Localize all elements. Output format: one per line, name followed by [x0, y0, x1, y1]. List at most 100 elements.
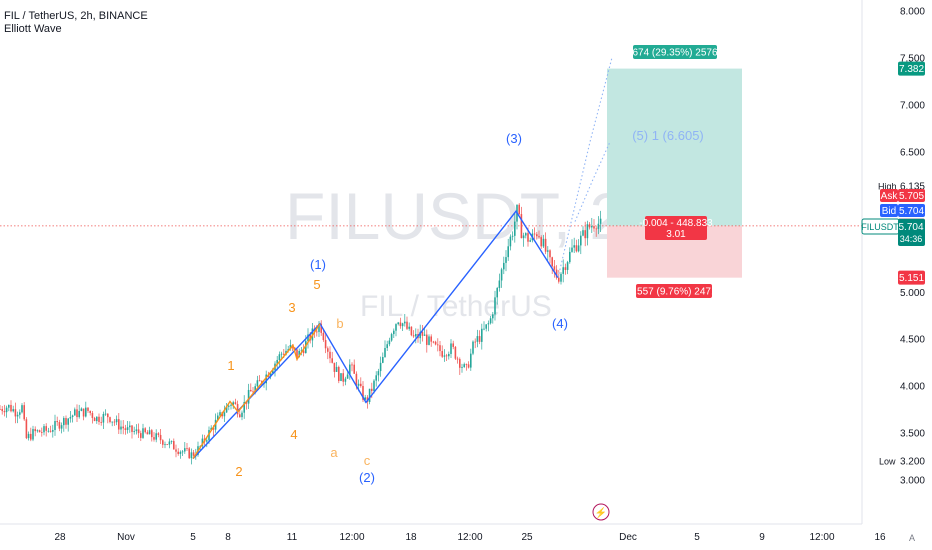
candle-body: [36, 430, 39, 432]
time-tick: 16: [874, 532, 886, 543]
candle-body: [470, 353, 472, 368]
candle-body: [115, 419, 118, 423]
candle-body: [426, 334, 428, 345]
candle-body: [538, 236, 540, 238]
candle-body: [373, 380, 375, 391]
candle-body: [408, 326, 410, 329]
candle-body: [575, 245, 578, 252]
candle-body: [122, 426, 124, 429]
candle-body: [357, 383, 360, 386]
low-value: 3.200: [900, 457, 925, 468]
candle-body: [595, 228, 597, 230]
candle-body: [177, 451, 179, 454]
candle-body: [346, 374, 349, 379]
candle-body: [126, 427, 129, 430]
lightning-icon: ⚡: [595, 506, 607, 519]
candle-body: [131, 425, 133, 432]
candle-body: [45, 426, 47, 431]
candle-body: [399, 322, 402, 327]
candle-body: [133, 431, 135, 432]
stop-label: 0.557 (9.76%) 247.5: [629, 287, 720, 298]
candle-body: [120, 426, 122, 430]
primary-wave-line: [192, 210, 559, 460]
candle-body: [146, 432, 149, 435]
candle-body: [305, 341, 307, 354]
bid-tag: 5.704: [899, 206, 924, 217]
candles: [0, 203, 602, 465]
candle-body: [566, 262, 569, 270]
minor-wave-line: [192, 323, 321, 460]
candle-body: [588, 224, 591, 228]
candle-body: [41, 432, 43, 433]
candle-body: [67, 418, 69, 425]
candle-body: [47, 430, 50, 432]
axis-stop-tag: 5.151: [899, 273, 924, 284]
chart-labels: (1) (2) (3) (4) (5) 1 (6.605) 1 2 3 4 5 a b c 1.674 (…: [227, 45, 726, 485]
candle-body: [474, 341, 476, 343]
candle-body: [333, 362, 336, 372]
candle-body: [450, 343, 452, 354]
candle-body: [188, 448, 190, 459]
candle-body: [351, 364, 353, 366]
candle-body: [481, 328, 483, 342]
position-zones: [607, 68, 742, 278]
candle-body: [573, 245, 575, 248]
candle-body: [390, 334, 393, 341]
axis-target-tag: 7.382: [899, 64, 924, 75]
candle-body: [316, 331, 318, 333]
candle-body: [186, 448, 188, 449]
candle-body: [364, 397, 366, 400]
candle-body: [540, 237, 542, 247]
candle-body: [379, 362, 382, 372]
candle-body: [27, 433, 30, 439]
symbol-title[interactable]: FIL / TetherUS, 2h, BINANCE: [4, 10, 148, 22]
candle-body: [586, 224, 589, 239]
candle-body: [582, 230, 584, 236]
candle-body: [102, 413, 105, 423]
candle-body: [439, 345, 441, 352]
candle-body: [175, 449, 177, 452]
candle-body: [445, 355, 448, 357]
center-label-2: 3.01: [666, 229, 686, 240]
candle-body: [298, 350, 300, 358]
candle-body: [593, 226, 595, 229]
candle-body: [140, 433, 142, 438]
candle-body: [485, 324, 487, 329]
candle-body: [340, 373, 342, 381]
high-label: High: [878, 181, 897, 191]
candle-body: [241, 412, 243, 418]
candle-body: [353, 364, 355, 374]
candle-body: [428, 336, 430, 345]
candle-body: [404, 321, 406, 324]
candle-body: [544, 238, 547, 252]
candle-body: [368, 388, 371, 402]
candle-body: [322, 332, 325, 341]
candle-body: [247, 389, 250, 404]
candle-body: [580, 235, 582, 246]
price-tick: 7.000: [900, 100, 925, 111]
candle-body: [300, 350, 303, 352]
candle-body: [96, 416, 98, 422]
candle-body: [184, 448, 186, 452]
price-tag: 5.704: [898, 222, 923, 233]
candle-body: [135, 429, 138, 432]
candle-body: [454, 346, 457, 359]
candle-body: [335, 366, 338, 372]
candle-body: [393, 330, 395, 335]
candle-body: [547, 250, 549, 252]
target-label-bg: [633, 45, 717, 59]
candle-body: [397, 322, 399, 325]
candle-body: [505, 257, 507, 263]
minor-wave-label: 2: [235, 464, 242, 479]
candle-body: [89, 410, 91, 414]
candle-body: [65, 418, 67, 425]
candle-body: [201, 438, 204, 447]
countdown-tag: 34:36: [900, 234, 923, 244]
candle-body: [410, 326, 413, 336]
candle-body: [388, 340, 391, 345]
primary-wave-label: (2): [359, 470, 375, 485]
indicator-name[interactable]: Elliott Wave: [4, 23, 62, 35]
candle-body: [494, 297, 496, 315]
